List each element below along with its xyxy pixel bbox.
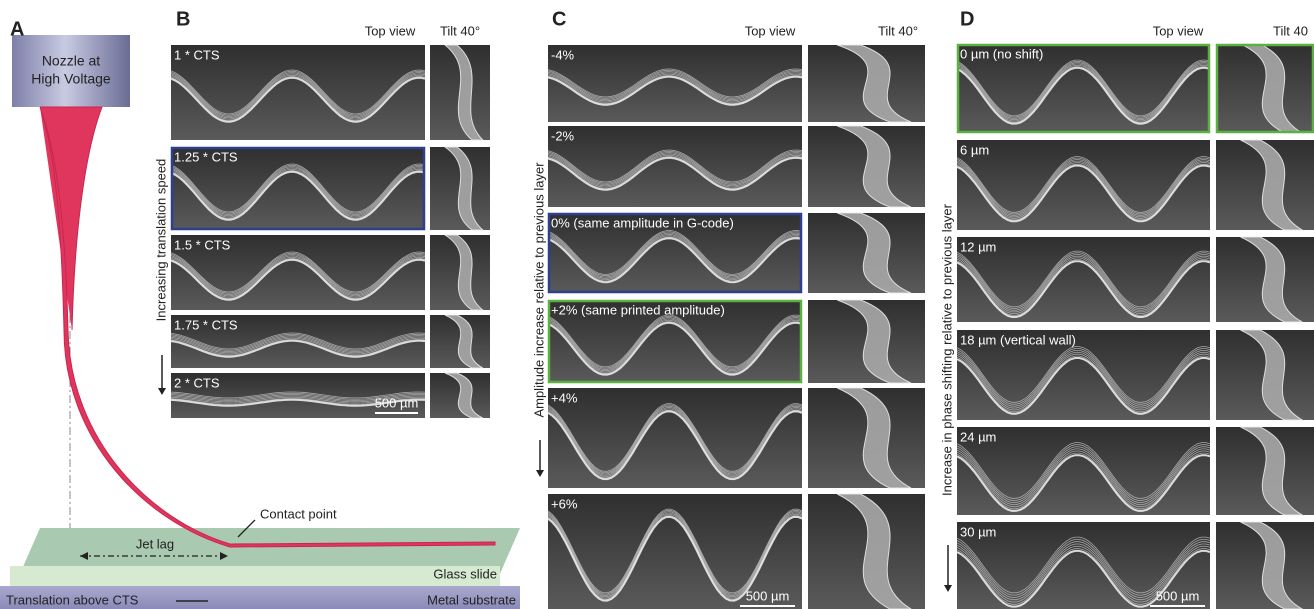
image-row (548, 388, 925, 488)
axis-arrow-head (158, 388, 166, 395)
row-label: 0% (same amplitude in G-code) (551, 215, 734, 230)
panel-label: B (176, 8, 190, 30)
row-label: +4% (551, 390, 578, 405)
column-header: Top view (365, 23, 416, 38)
axis-label: Amplitude increase relative to previous … (531, 162, 546, 418)
row-label: 0 µm (no shift) (960, 46, 1043, 61)
row-label: 18 µm (vertical wall) (960, 332, 1076, 347)
image-row (957, 427, 1314, 515)
row-label: 24 µm (960, 429, 996, 444)
row-label: 30 µm (960, 524, 996, 539)
row-label: 1.25 * CTS (174, 149, 238, 164)
axis-arrow-head (536, 470, 544, 477)
axis-label: Increasing translation speed (153, 159, 168, 322)
row-label: 1.5 * CTS (174, 237, 231, 252)
scale-bar-label: 500 µm (375, 395, 419, 410)
image-row (548, 494, 925, 609)
column-header: Tilt 40° (440, 23, 480, 38)
scale-bar-label: 500 µm (1156, 588, 1200, 603)
image-row (548, 126, 925, 207)
nozzle-label: High Voltage (31, 71, 111, 87)
axis-arrow-head (944, 585, 952, 592)
image-row (957, 522, 1314, 609)
annotation: Contact point (260, 506, 337, 521)
image-row (957, 140, 1314, 230)
row-label: 1.75 * CTS (174, 317, 238, 332)
row-label: 6 µm (960, 142, 989, 157)
row-label: 1 * CTS (174, 47, 220, 62)
figure: A Nozzle at High Voltage Contact point Jet l… (0, 0, 1314, 609)
row-label: +2% (same printed amplitude) (551, 302, 725, 317)
row-label: 2 * CTS (174, 375, 220, 390)
content: A Nozzle at High Voltage Contact point Jet l… (6, 8, 1314, 609)
row-label: +6% (551, 496, 578, 511)
row-label: -2% (551, 128, 575, 143)
column-header: Tilt 40° (878, 23, 918, 38)
scale-bar-label: 500 µm (746, 588, 790, 603)
column-header: Top view (1153, 23, 1204, 38)
image-row (548, 45, 925, 122)
nozzle-label: Nozzle at (42, 53, 100, 69)
row-label: 12 µm (960, 239, 996, 254)
column-header: Top view (745, 23, 796, 38)
panel-label: A (10, 18, 24, 40)
annotation: Jet lag (136, 536, 174, 551)
annotation: Translation above CTS (6, 592, 139, 607)
annotation: Glass slide (433, 566, 497, 581)
glass-front (10, 566, 500, 586)
panel-label: C (552, 8, 566, 30)
panel-label: D (960, 8, 974, 30)
axis-label: Increase in phase shifting relative to p… (939, 203, 954, 496)
column-header: Tilt 40 (1273, 23, 1308, 38)
annotation: Metal substrate (427, 592, 516, 607)
image-row (957, 237, 1314, 322)
row-label: -4% (551, 47, 575, 62)
